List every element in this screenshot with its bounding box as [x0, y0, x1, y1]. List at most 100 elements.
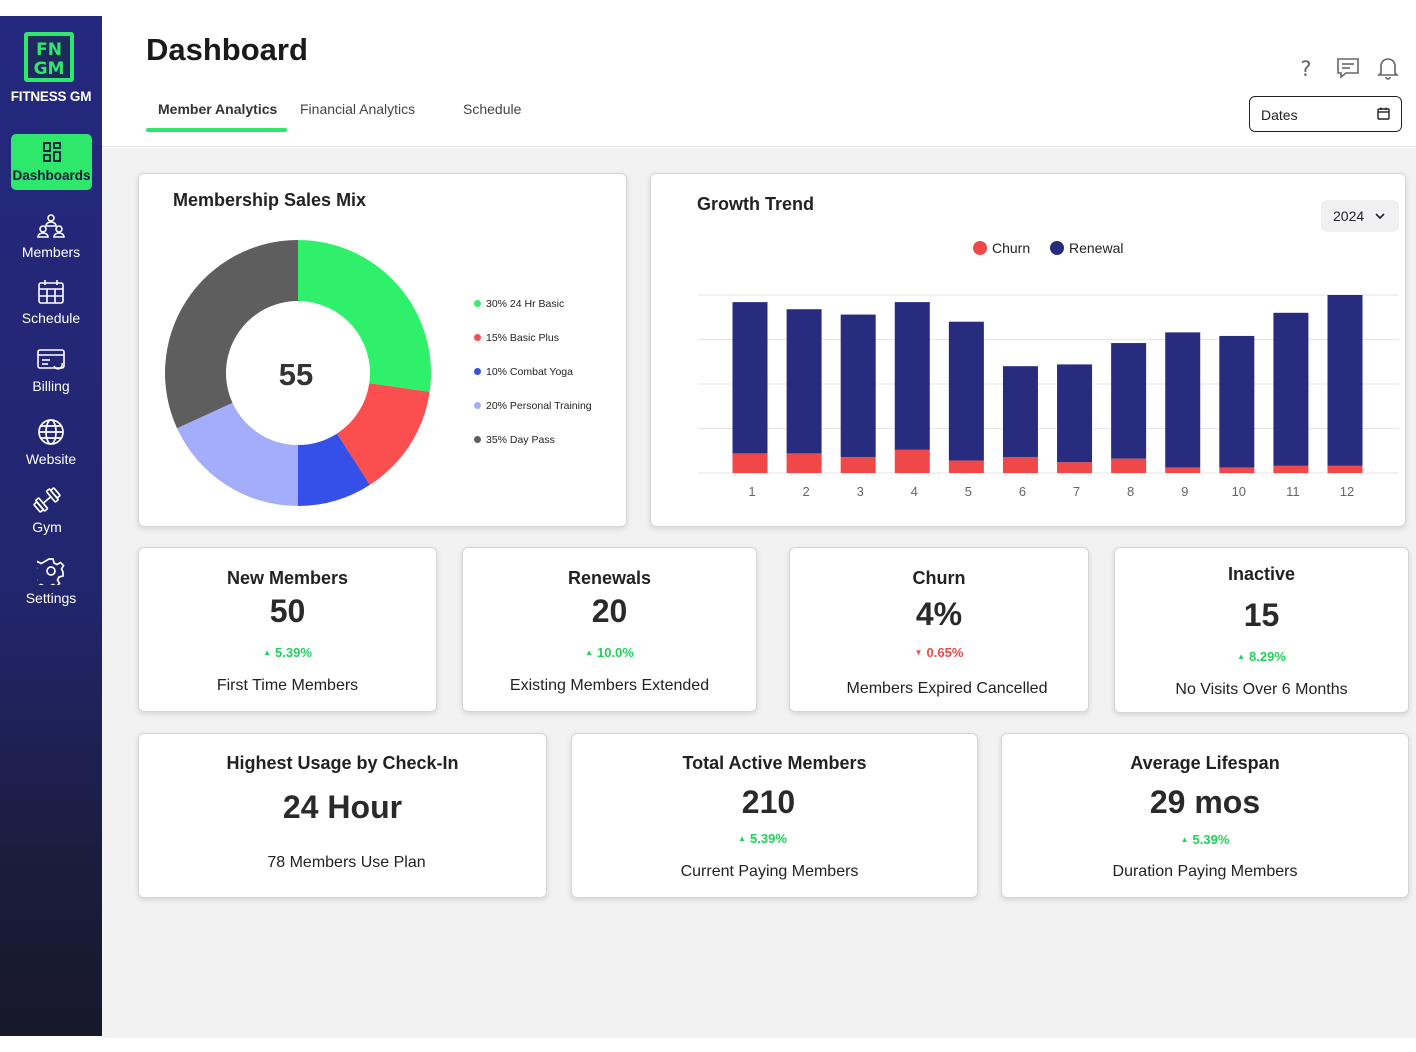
bar-churn-7[interactable] — [1057, 462, 1093, 473]
bar-renewal-1[interactable] — [732, 302, 768, 454]
donut-slice-personal-training[interactable] — [177, 402, 298, 506]
dashboard-icon — [42, 142, 61, 162]
stat-change-value: 0.65% — [926, 645, 964, 660]
legend-label: 35% Day Pass — [486, 434, 555, 446]
x-tick-label: 2 — [802, 484, 809, 499]
stat-title: Inactive — [1227, 564, 1296, 584]
stat-value: 24 Hour — [282, 789, 403, 825]
chat-icon[interactable] — [1336, 56, 1360, 85]
stat-card-inactive: Inactive 15 ▲ 8.29% No Visits Over 6 Mont… — [1114, 547, 1409, 713]
dumbbell-icon — [33, 487, 61, 513]
donut-slice-day-pass[interactable] — [164, 240, 298, 429]
stat-card-churn: Churn 4% ▼ 0.65% Members Expired Cancelle… — [789, 547, 1089, 712]
year-dropdown[interactable]: 2024 — [1321, 200, 1399, 232]
stat-value: 29 mos — [1149, 784, 1261, 820]
stat-title: Highest Usage by Check-In — [226, 753, 459, 773]
stat-card-renewals: Renewals 20 ▲ 10.0% Existing Members Exte… — [462, 547, 757, 712]
bell-icon[interactable] — [1376, 56, 1400, 85]
calendar-icon — [38, 280, 64, 304]
sidebar-item-schedule[interactable]: Schedule — [0, 279, 102, 326]
dates-picker[interactable]: Dates — [1249, 96, 1402, 132]
x-tick-label: 7 — [1073, 484, 1080, 499]
bar-churn-8[interactable] — [1111, 458, 1147, 473]
tab-financial-analytics[interactable]: Financial Analytics — [300, 101, 416, 117]
bar-renewal-7[interactable] — [1057, 364, 1093, 463]
bar-renewal-2[interactable] — [786, 309, 822, 454]
bar-renewal-9[interactable] — [1165, 332, 1201, 468]
svg-text:FN: FN — [36, 40, 62, 60]
stat-value: 4% — [915, 596, 963, 632]
legend-dot — [474, 334, 481, 341]
stat-title: New Members — [226, 568, 349, 588]
stat-change-value: 5.39% — [275, 645, 312, 660]
bar-renewal-12[interactable] — [1327, 295, 1363, 466]
stat-change-value: 5.39% — [1192, 832, 1230, 847]
tab-member-analytics[interactable]: Member Analytics — [158, 101, 278, 117]
bar-churn-2[interactable] — [786, 453, 822, 473]
help-icon[interactable]: ? — [1298, 56, 1314, 85]
stat-value: 20 — [591, 593, 628, 629]
legend-dot — [973, 241, 987, 255]
sidebar: FN GM FITNESS GM Dashboards Members Sche… — [0, 16, 102, 1036]
sidebar-item-billing[interactable]: Billing — [0, 347, 102, 394]
sidebar-item-label: Billing — [32, 378, 70, 394]
brand-logo[interactable]: FN GM — [24, 32, 74, 82]
donut-slice-24-hr-basic[interactable] — [298, 240, 431, 392]
brand-name: FITNESS GM — [10, 89, 92, 104]
bar-renewal-5[interactable] — [948, 321, 984, 461]
bar-renewal-6[interactable] — [1002, 366, 1038, 457]
donut-slice-basic-plus[interactable] — [336, 383, 430, 485]
bar-churn-4[interactable] — [894, 449, 930, 473]
sidebar-item-label: Settings — [25, 590, 77, 606]
sidebar-item-dashboards[interactable]: Dashboards — [11, 134, 92, 190]
stat-change: ▲ 5.39% — [572, 831, 977, 846]
sidebar-item-website[interactable]: Website — [0, 418, 102, 467]
bar-churn-3[interactable] — [840, 456, 876, 473]
legend-label: 30% 24 Hr Basic — [486, 298, 565, 310]
legend-label: 10% Combat Yoga — [486, 366, 573, 378]
growth-bar-chart: 1 2 3 4 5 6 7 8 9 10 11 12 — [698, 294, 1399, 499]
stat-change: ▲ 5.39% — [139, 645, 436, 660]
bar-renewal-4[interactable] — [894, 302, 930, 450]
bar-renewal-10[interactable] — [1219, 335, 1255, 468]
tab-schedule[interactable]: Schedule — [463, 101, 522, 117]
legend-item: 10% Combat Yoga — [474, 366, 573, 378]
bar-churn-11[interactable] — [1273, 465, 1309, 473]
stat-card-highest-usage: Highest Usage by Check-In 24 Hour 78 Mem… — [138, 733, 547, 898]
stat-change: ▲ 5.39% — [1002, 832, 1408, 847]
sidebar-item-gym[interactable]: Gym — [0, 486, 98, 535]
bar-renewal-11[interactable] — [1273, 312, 1309, 466]
bar-renewal-8[interactable] — [1111, 343, 1147, 459]
stat-value: 210 — [741, 784, 796, 820]
sidebar-item-members[interactable]: Members — [0, 213, 102, 260]
calendar-icon — [1377, 107, 1390, 120]
x-tick-label: 9 — [1181, 484, 1188, 499]
sidebar-item-label: Schedule — [21, 310, 81, 326]
bar-churn-12[interactable] — [1327, 465, 1363, 473]
sidebar-item-label: Gym — [32, 519, 62, 535]
legend-dot — [1050, 241, 1064, 255]
x-tick-label: 3 — [857, 484, 864, 499]
x-tick-label: 1 — [748, 484, 755, 499]
stat-subtitle: 78 Members Use Plan — [267, 854, 426, 871]
stat-subtitle: First Time Members — [216, 677, 359, 694]
page-title: Dashboard — [146, 32, 308, 67]
stat-title: Churn — [912, 568, 966, 588]
stat-card-new-members: New Members 50 ▲ 5.39% First Time Members — [138, 547, 437, 712]
bar-churn-9[interactable] — [1165, 467, 1201, 473]
stat-title: Average Lifespan — [1130, 753, 1280, 773]
bar-renewal-3[interactable] — [840, 314, 876, 457]
bar-churn-6[interactable] — [1002, 456, 1038, 473]
sidebar-item-label: Dashboards — [12, 168, 91, 183]
bar-churn-5[interactable] — [948, 460, 984, 473]
bar-churn-10[interactable] — [1219, 467, 1255, 473]
dates-label: Dates — [1261, 107, 1298, 123]
stat-subtitle: Duration Paying Members — [1112, 863, 1298, 880]
bar-churn-1[interactable] — [732, 453, 768, 473]
legend-dot — [474, 436, 481, 443]
sidebar-item-settings[interactable]: Settings — [0, 557, 102, 606]
trend-up-icon: ▲ — [585, 648, 594, 657]
legend-item: 15% Basic Plus — [474, 332, 559, 344]
donut-slice-combat-yoga[interactable] — [298, 433, 370, 506]
